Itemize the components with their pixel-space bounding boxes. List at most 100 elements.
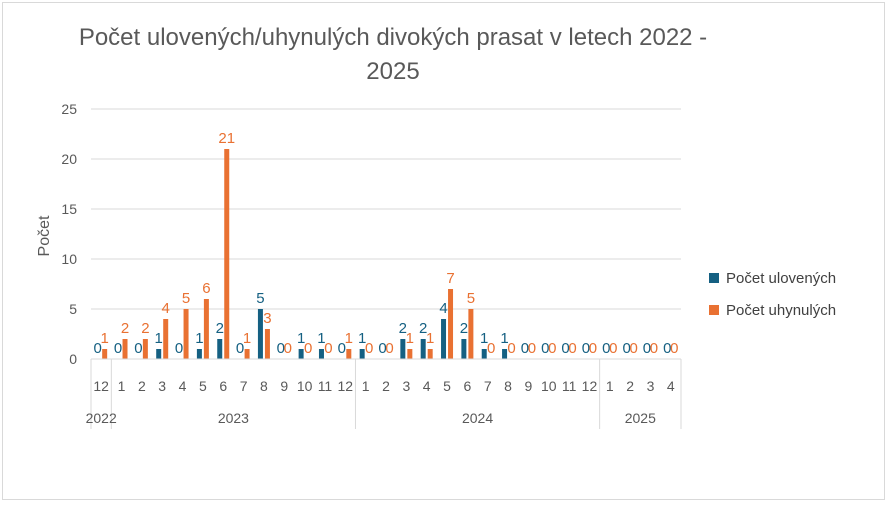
x-tick-label: 4	[423, 378, 431, 394]
x-tick-label: 12	[582, 378, 598, 394]
bar	[318, 349, 324, 359]
y-axis-ticks: 0 5 10 15 20 25	[61, 101, 77, 367]
x-tick-label: 5	[199, 378, 207, 394]
legend-item: Počet uhynulých	[709, 300, 836, 320]
legend-swatch	[709, 305, 719, 315]
bar	[407, 349, 413, 359]
x-tick-label: 3	[158, 378, 166, 394]
data-label: 0	[548, 340, 556, 357]
bar	[298, 349, 304, 359]
data-label: 0	[629, 340, 637, 357]
year-label: 2024	[462, 410, 493, 426]
x-tick-label: 1	[118, 378, 126, 394]
legend-label: Počet uhynulých	[726, 301, 837, 319]
bars	[102, 149, 508, 359]
data-label: 0	[663, 340, 671, 357]
x-tick-label: 8	[260, 378, 268, 394]
data-label: 0	[236, 340, 244, 357]
bar	[359, 349, 365, 359]
data-label: 5	[182, 290, 190, 307]
data-label: 0	[582, 340, 590, 357]
data-label: 0	[378, 340, 386, 357]
bar	[203, 299, 209, 359]
bar	[224, 149, 230, 359]
x-tick-label: 2	[382, 378, 390, 394]
x-tick-label: 3	[647, 378, 655, 394]
y-tick-label: 5	[69, 301, 77, 317]
x-tick-label: 9	[280, 378, 288, 394]
data-label: 2	[216, 320, 224, 337]
x-tick-label: 6	[463, 378, 471, 394]
data-label: 2	[141, 320, 149, 337]
legend-label: Počet ulovených	[726, 269, 837, 287]
data-label: 1	[317, 330, 325, 347]
bar	[163, 319, 169, 359]
data-label: 0	[338, 340, 346, 357]
data-label: 0	[643, 340, 651, 357]
data-label: 0	[622, 340, 630, 357]
x-tick-label: 6	[219, 378, 227, 394]
x-axis: 12 1 2 3 4 5 6 7 8 9 10 11 12 1 2 3 4 5 6 7 8 9 10 11 12 1 2 3 42022…	[86, 358, 682, 429]
data-label: 0	[528, 340, 536, 357]
data-label: 0	[602, 340, 610, 357]
data-label: 1	[195, 330, 203, 347]
x-tick-label: 2	[626, 378, 634, 394]
bar	[441, 319, 447, 359]
data-label: 0	[650, 340, 658, 357]
data-label: 1	[500, 330, 508, 347]
x-tick-label: 1	[362, 378, 370, 394]
y-tick-label: 25	[61, 101, 77, 117]
x-tick-label: 8	[504, 378, 512, 394]
data-label: 0	[385, 340, 393, 357]
data-label: 1	[155, 330, 163, 347]
data-label: 4	[439, 300, 447, 317]
bar	[196, 349, 202, 359]
y-tick-label: 0	[69, 351, 77, 367]
chart-title: Počet ulovených/uhynulých divokých prasa…	[78, 24, 708, 85]
x-tick-label: 4	[179, 378, 187, 394]
data-label: 0	[114, 340, 122, 357]
data-label: 0	[561, 340, 569, 357]
data-label: 1	[243, 330, 251, 347]
data-label: 0	[568, 340, 576, 357]
data-label: 2	[399, 320, 407, 337]
x-tick-label: 12	[93, 378, 109, 394]
bar	[244, 349, 250, 359]
bar	[346, 349, 352, 359]
data-label: 0	[589, 340, 597, 357]
bar	[142, 339, 148, 359]
data-label: 1	[297, 330, 305, 347]
bar	[264, 329, 270, 359]
bar	[461, 339, 467, 359]
data-label: 2	[121, 320, 129, 337]
bar	[420, 339, 426, 359]
bar	[183, 309, 189, 359]
data-label: 0	[304, 340, 312, 357]
y-tick-label: 10	[61, 251, 77, 267]
year-label: 2023	[218, 410, 249, 426]
x-tick-label: 9	[525, 378, 533, 394]
x-tick-label: 7	[484, 378, 492, 394]
y-axis-label: Počet	[36, 215, 53, 256]
data-label: 0	[324, 340, 332, 357]
data-label: 3	[263, 310, 271, 327]
data-label: 5	[256, 290, 264, 307]
x-tick-label: 11	[562, 378, 577, 394]
data-label: 0	[284, 340, 292, 357]
data-label: 21	[218, 130, 235, 147]
data-label: 5	[467, 290, 475, 307]
x-tick-label: 3	[402, 378, 410, 394]
x-tick-label: 11	[318, 378, 333, 394]
data-label: 1	[358, 330, 366, 347]
legend-swatch	[709, 273, 719, 283]
data-label: 0	[521, 340, 529, 357]
data-label: 1	[426, 330, 434, 347]
data-label: 4	[162, 300, 170, 317]
bar	[217, 339, 223, 359]
bar	[468, 309, 474, 359]
bar	[122, 339, 128, 359]
data-label: 0	[94, 340, 102, 357]
bar	[448, 289, 454, 359]
bar	[400, 339, 406, 359]
